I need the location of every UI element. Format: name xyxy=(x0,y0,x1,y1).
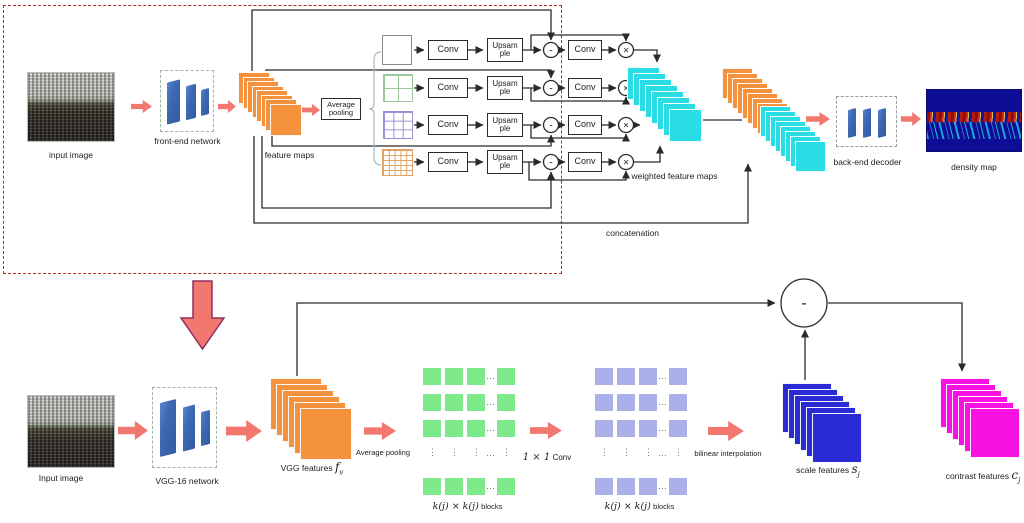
upsample-box-row2: Upsam ple xyxy=(487,76,523,100)
conv-blocks-grid: ⋯ ⋯ ⋯ ⋮ ⋮ ⋮ ⋯ ⋮ ⋯ xyxy=(595,368,690,498)
weight-conv-box-row2: Conv xyxy=(568,78,602,98)
conv-box-row4: Conv xyxy=(428,152,468,172)
conv-slab xyxy=(186,83,196,121)
input-image-label-top: input image xyxy=(49,150,93,160)
density-cool-band xyxy=(927,121,1021,139)
scale-features-symbol: sj xyxy=(851,462,860,479)
conv-slab xyxy=(878,108,886,138)
svg-text:-: - xyxy=(549,158,552,169)
conv-slab xyxy=(167,79,180,125)
front-end-network-box xyxy=(160,70,214,132)
density-hot-band xyxy=(927,111,1021,124)
vgg-features-symbol: fv xyxy=(334,460,344,477)
svg-text:×: × xyxy=(623,84,629,95)
contrast-features-label: contrast features cj xyxy=(945,468,1021,485)
conv-slab xyxy=(848,108,856,138)
vgg16-network-box xyxy=(152,387,217,468)
svg-text:×: × xyxy=(623,158,629,169)
upsample-box-row1: Upsam ple xyxy=(487,38,523,62)
subtract-node-4 xyxy=(542,153,560,171)
density-map-label: density map xyxy=(951,162,997,172)
multiply-node-3 xyxy=(617,116,635,134)
conv-slab xyxy=(160,399,176,457)
skip-line-row2 xyxy=(265,69,555,79)
back-end-decoder-label: back-end decoder xyxy=(833,157,902,167)
svg-text:-: - xyxy=(549,84,552,95)
svg-text:×: × xyxy=(623,121,629,132)
average-pooling-box: Average pooling xyxy=(321,98,361,120)
skip-line-row4 xyxy=(261,136,555,209)
vgg-features-stack xyxy=(270,378,360,468)
back-end-decoder-box xyxy=(836,96,897,147)
svg-text:-: - xyxy=(549,121,552,132)
scale-features-label: scale features sj xyxy=(796,462,860,479)
feature-maps-stack xyxy=(238,72,308,142)
average-pooling-label: Average pooling xyxy=(355,448,411,457)
pooled-blocks-grid: ⋯ ⋯ ⋯ ⋮ ⋮ ⋮ ⋯ ⋮ ⋯ xyxy=(423,368,518,498)
operator-symbols: - - - - × × × × - xyxy=(549,46,806,313)
connector-lines xyxy=(251,9,966,380)
pool-grid-1x1 xyxy=(382,35,412,65)
weight-conv-box-row1: Conv xyxy=(568,40,602,60)
vgg-features-label: VGG features fv xyxy=(280,460,344,477)
svg-text:-: - xyxy=(549,46,552,57)
subtract-node-1 xyxy=(542,41,560,59)
conv-slab xyxy=(201,88,209,116)
input-image-label-bottom: Input image xyxy=(38,473,84,483)
upsample-box-row3: Upsam ple xyxy=(487,113,523,137)
subtract-node-3 xyxy=(542,116,560,134)
zoom-in-down-arrow xyxy=(179,280,226,351)
concat-skip-line xyxy=(253,136,752,224)
conv1x1-label: 1 × 1 Conv xyxy=(522,452,572,463)
vgg-to-subtract-line xyxy=(296,299,776,376)
subtract-node-big xyxy=(780,278,828,328)
weighted-feature-maps-stack xyxy=(627,67,707,147)
svg-text:×: × xyxy=(623,46,629,57)
density-map-image xyxy=(926,89,1022,152)
bilinear-interpolation-label: bilinear interpolation xyxy=(694,449,762,458)
conv-box-row1: Conv xyxy=(428,40,468,60)
contrast-features-symbol: cj xyxy=(1011,468,1021,485)
contrast-features-stack xyxy=(940,378,1024,463)
weight-conv-box-row4: Conv xyxy=(568,152,602,172)
multiply-node-4 xyxy=(617,153,635,171)
pool-grid-6x6 xyxy=(382,149,413,176)
conv-slab xyxy=(863,108,871,138)
conv-box-row3: Conv xyxy=(428,115,468,135)
upsample-box-row4: Upsam ple xyxy=(487,150,523,174)
skip-line-row3 xyxy=(271,134,555,147)
conv-slab xyxy=(201,409,210,447)
pool-grid-2x2 xyxy=(383,74,413,102)
concat-stack-cyan xyxy=(760,106,840,186)
multiply-node-1 xyxy=(617,41,635,59)
input-image-photo-top xyxy=(27,72,115,142)
conv-blocks-label: k(j) × k(j) blocks xyxy=(604,501,675,512)
pool-grid-3x3 xyxy=(383,111,413,139)
skip-line-row1 xyxy=(251,9,555,71)
weighted-feature-maps-label: weighted feature maps xyxy=(631,171,718,181)
vgg16-network-label: VGG-16 network xyxy=(155,476,219,486)
feature-maps-label: feature maps xyxy=(264,150,315,160)
front-end-label: front-end network xyxy=(154,136,221,146)
subtract-node-2 xyxy=(542,79,560,97)
weight-conv-box-row3: Conv xyxy=(568,115,602,135)
scale-features-stack xyxy=(782,383,867,468)
dashed-region-box xyxy=(3,5,562,274)
conv-box-row2: Conv xyxy=(428,78,468,98)
concatenation-label: concatenation xyxy=(606,228,659,238)
input-image-photo-bottom xyxy=(27,395,115,468)
subtract-to-contrast-line xyxy=(828,302,966,372)
svg-text:-: - xyxy=(801,295,806,312)
operator-nodes xyxy=(542,41,828,328)
pooling-brace xyxy=(368,51,382,166)
pooled-blocks-label: k(j) × k(j) blocks xyxy=(432,501,503,512)
conv-slab xyxy=(183,404,195,452)
